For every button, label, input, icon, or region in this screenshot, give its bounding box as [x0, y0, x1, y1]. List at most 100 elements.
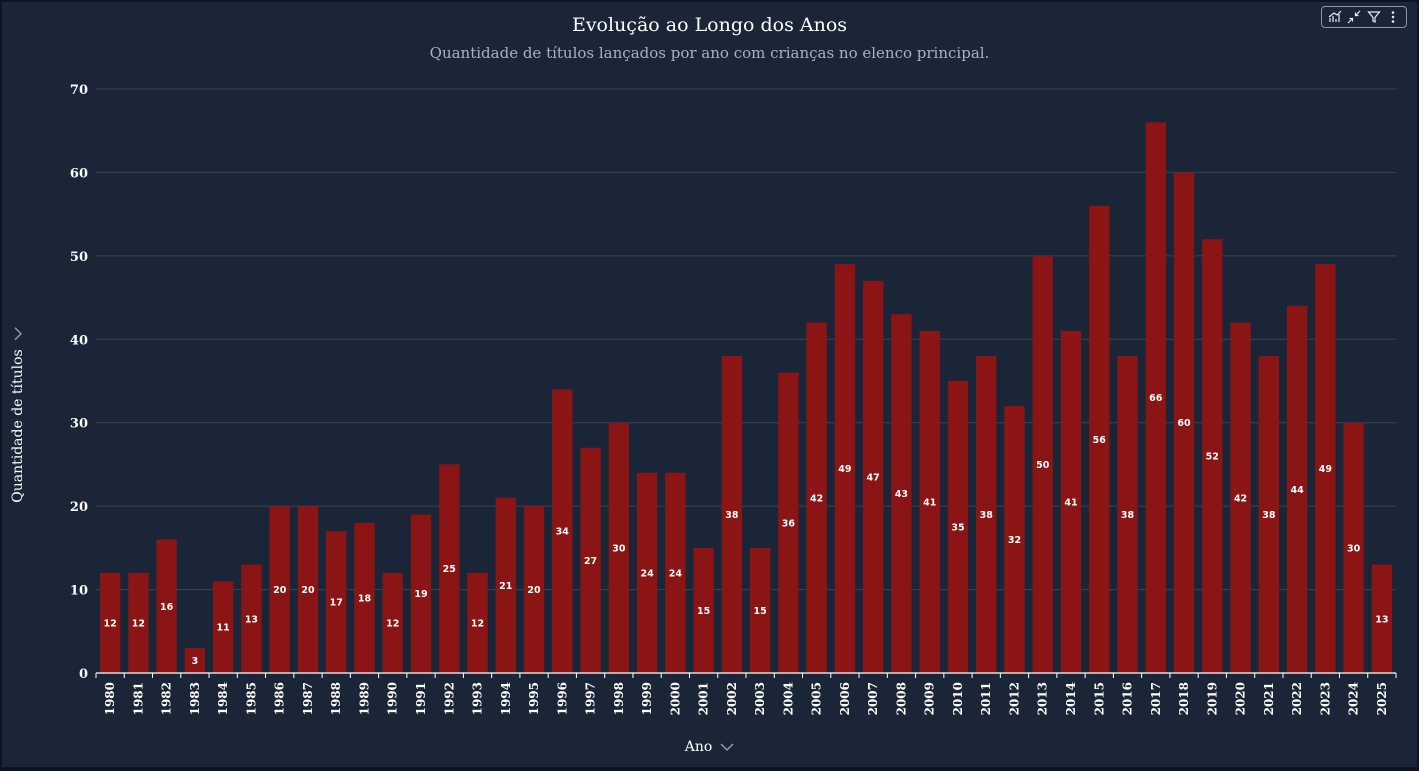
x-axis-title-text: Ano	[684, 739, 713, 755]
y-tick-label: 40	[70, 333, 88, 348]
data-label: 38	[725, 510, 739, 521]
data-label: 47	[867, 472, 880, 483]
x-tick-label: 1989	[357, 682, 371, 715]
data-label: 15	[697, 606, 710, 617]
x-tick-label: 2005	[810, 682, 824, 715]
x-tick-label: 1986	[273, 682, 287, 715]
x-tick-label: 2025	[1375, 682, 1389, 715]
data-label: 12	[132, 618, 145, 629]
data-label: 30	[612, 543, 626, 554]
data-label: 21	[499, 581, 512, 592]
x-tick-label: 1985	[244, 682, 258, 715]
x-tick-label: 2008	[894, 682, 908, 715]
data-label: 18	[358, 593, 372, 604]
x-tick-label: 2018	[1177, 682, 1191, 715]
data-label: 20	[273, 585, 287, 596]
data-label: 24	[669, 568, 683, 579]
x-tick-label: 1997	[584, 682, 598, 715]
x-tick-label: 2013	[1036, 682, 1050, 715]
x-tick-label: 2011	[979, 682, 993, 715]
bar	[1173, 172, 1195, 673]
x-tick-label: 2001	[697, 682, 711, 715]
bar	[354, 522, 375, 673]
bar	[495, 497, 516, 673]
bar	[1371, 564, 1393, 673]
bar	[99, 572, 121, 673]
x-tick-label: 1993	[471, 682, 485, 715]
bar	[552, 389, 573, 673]
y-tick-label: 70	[70, 83, 88, 98]
filter-icon[interactable]	[1366, 9, 1382, 25]
x-tick-label: 2019	[1205, 682, 1219, 715]
x-tick-label: 1995	[527, 682, 541, 715]
bar	[410, 514, 432, 673]
x-tick-label: 1980	[103, 682, 117, 715]
bar	[778, 372, 799, 673]
data-label: 20	[301, 585, 315, 596]
bar	[1089, 205, 1110, 674]
x-tick-label: 2023	[1318, 682, 1332, 715]
x-tick-label: 1981	[131, 682, 145, 715]
x-tick-label: 2021	[1262, 682, 1276, 715]
collapse-icon[interactable]	[1346, 9, 1362, 25]
chart-toolbar	[1321, 6, 1407, 28]
chevron-down-icon[interactable]	[720, 742, 734, 752]
data-label: 11	[217, 623, 230, 634]
data-label: 43	[895, 489, 908, 500]
data-label: 13	[245, 614, 258, 625]
x-tick-label: 2022	[1290, 682, 1304, 715]
chart-title: Evolução ao Longo dos Anos	[571, 14, 848, 36]
bar	[128, 572, 149, 673]
bar	[749, 547, 771, 673]
bar	[721, 355, 743, 673]
data-label: 44	[1290, 485, 1304, 496]
data-label: 12	[104, 618, 117, 629]
bar	[806, 322, 827, 673]
x-tick-label: 2017	[1149, 682, 1163, 715]
x-tick-label: 2006	[838, 682, 852, 715]
x-tick-label: 2004	[781, 682, 795, 715]
chart-settings-icon[interactable]	[1327, 9, 1343, 25]
bar	[947, 381, 969, 673]
data-label: 38	[980, 510, 994, 521]
bar	[919, 330, 940, 673]
data-label: 52	[1206, 452, 1219, 463]
data-label: 32	[1008, 535, 1021, 546]
data-label: 15	[754, 606, 767, 617]
data-label: 41	[1064, 497, 1077, 508]
data-label: 41	[923, 497, 936, 508]
bar	[1286, 305, 1308, 673]
data-label: 35	[951, 523, 964, 534]
bar	[467, 572, 488, 673]
x-tick-label: 1992	[442, 682, 456, 715]
data-label: 66	[1149, 393, 1163, 404]
x-tick-label: 2002	[725, 682, 739, 715]
data-label: 27	[584, 556, 597, 567]
x-tick-label: 1990	[386, 682, 400, 715]
bar	[523, 506, 545, 673]
bar	[1343, 422, 1364, 673]
bar	[241, 564, 262, 673]
x-tick-label: 2010	[951, 682, 965, 715]
bar	[834, 264, 856, 673]
data-label: 38	[1262, 510, 1276, 521]
bar	[580, 447, 601, 673]
x-tick-label: 2020	[1234, 682, 1248, 715]
bar	[184, 647, 206, 673]
x-tick-label: 1984	[216, 682, 230, 715]
bar	[665, 472, 686, 673]
x-axis-title[interactable]: Ano	[0, 739, 1419, 755]
data-label: 19	[414, 589, 427, 600]
y-axis-title[interactable]: Quantidade de títulos	[10, 327, 26, 503]
x-tick-label: 1987	[301, 682, 315, 715]
chart-subtitle: Quantidade de títulos lançados por ano c…	[429, 44, 990, 62]
x-tick-label: 1982	[160, 682, 174, 715]
x-tick-label: 1991	[414, 682, 428, 715]
data-label: 49	[1319, 464, 1332, 475]
chevron-down-icon[interactable]	[13, 327, 23, 341]
x-tick-label: 1996	[555, 682, 569, 715]
bar	[382, 572, 403, 673]
more-options-icon[interactable]	[1385, 9, 1401, 25]
bar	[269, 506, 290, 673]
